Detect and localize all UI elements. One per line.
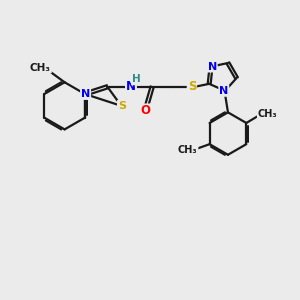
Text: N: N [208, 61, 217, 72]
Text: CH₃: CH₃ [30, 63, 51, 73]
Text: S: S [118, 101, 126, 111]
Text: CH₃: CH₃ [258, 109, 277, 119]
Text: N: N [81, 89, 90, 99]
Text: S: S [188, 80, 196, 93]
Text: O: O [141, 104, 151, 117]
Text: CH₃: CH₃ [178, 145, 198, 155]
Text: N: N [219, 86, 229, 96]
Text: N: N [126, 80, 136, 93]
Text: H: H [132, 74, 141, 84]
